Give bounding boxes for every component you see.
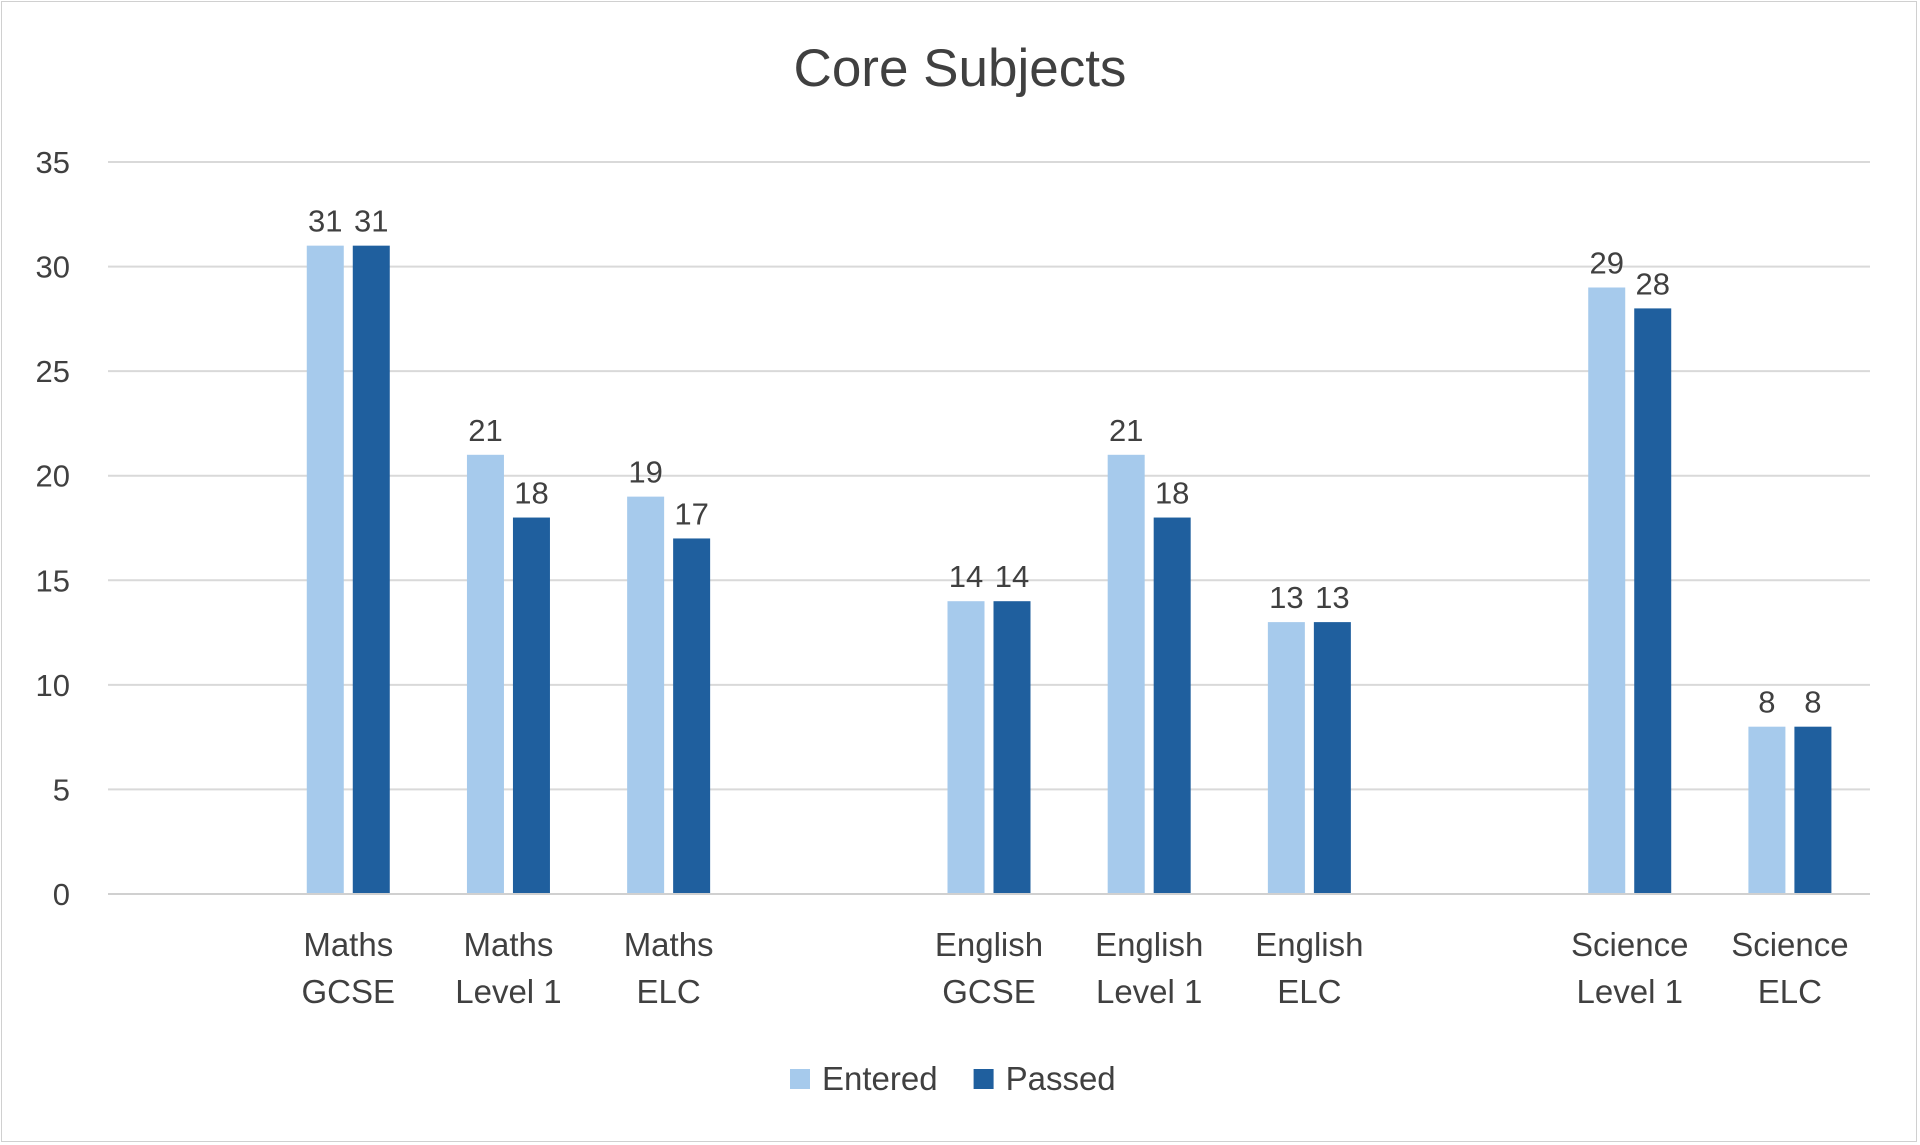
legend-label-passed: Passed [1006,1060,1116,1097]
bar-passed [1313,622,1351,894]
x-tick-label: Maths [624,926,714,963]
data-label: 31 [354,204,388,239]
y-tick-label: 35 [36,145,70,180]
data-label: 14 [995,559,1029,594]
y-tick-label: 10 [36,668,70,703]
x-tick-label: Maths [303,926,393,963]
data-label: 13 [1269,580,1303,615]
y-axis: 0 5 10 15 20 25 30 35 [36,145,70,912]
bar-passed [1634,308,1672,894]
data-label: 18 [514,476,548,511]
x-tick-label: Level 1 [1577,973,1683,1010]
bar-entered [627,496,665,894]
chart-title: Core Subjects [794,39,1127,98]
data-label: 8 [1804,685,1821,720]
bar-entered [1267,622,1305,894]
y-tick-label: 30 [36,250,70,285]
x-tick-label: Science [1571,926,1688,963]
y-tick-label: 0 [53,877,70,912]
x-tick-label: GCSE [302,973,396,1010]
x-tick-label: ELC [1758,973,1822,1010]
gridlines [108,161,1870,791]
x-tick-label: ELC [1277,973,1341,1010]
data-label: 21 [1109,413,1143,448]
data-label: 28 [1635,266,1669,301]
x-tick-label: Science [1731,926,1848,963]
data-label: 8 [1758,685,1775,720]
data-labels: 31 31 21 18 19 17 14 14 21 18 13 13 29 28 8 8 [308,204,1822,720]
legend-swatch-entered [790,1069,810,1089]
bar-passed [673,538,711,894]
x-tick-label: ELC [637,973,701,1010]
y-tick-label: 15 [36,563,70,598]
bar-passed [1794,726,1832,894]
bar-passed [352,245,390,894]
bar-entered [1107,454,1145,894]
bar-entered [947,601,985,894]
data-label: 13 [1315,580,1349,615]
bar-entered [1748,726,1786,894]
x-tick-label: English [1095,926,1203,963]
bar-entered [1588,287,1626,894]
bars [306,245,1832,894]
data-label: 18 [1155,476,1189,511]
bar-entered [306,245,344,894]
y-tick-label: 5 [53,772,70,807]
bar-passed [1153,517,1191,894]
legend: Entered Passed [790,1060,1116,1097]
data-label: 19 [628,455,662,490]
data-label: 21 [468,413,502,448]
bar-passed [993,601,1031,894]
x-tick-label: Maths [464,926,554,963]
x-tick-label: Level 1 [455,973,561,1010]
x-axis: Maths GCSE Maths Level 1 Maths ELC English GCSE… [108,893,1870,1010]
x-tick-label: GCSE [942,973,1036,1010]
y-tick-label: 25 [36,354,70,389]
legend-label-entered: Entered [822,1060,938,1097]
legend-swatch-passed [973,1069,994,1089]
data-label: 14 [949,559,983,594]
data-label: 31 [308,204,342,239]
data-label: 17 [674,496,708,531]
x-tick-label: English [935,926,1043,963]
x-tick-label: Level 1 [1096,973,1202,1010]
data-label: 29 [1589,245,1623,280]
x-tick-label: English [1255,926,1363,963]
y-tick-label: 20 [36,459,70,494]
bar-entered [466,454,504,894]
bar-passed [512,517,550,894]
